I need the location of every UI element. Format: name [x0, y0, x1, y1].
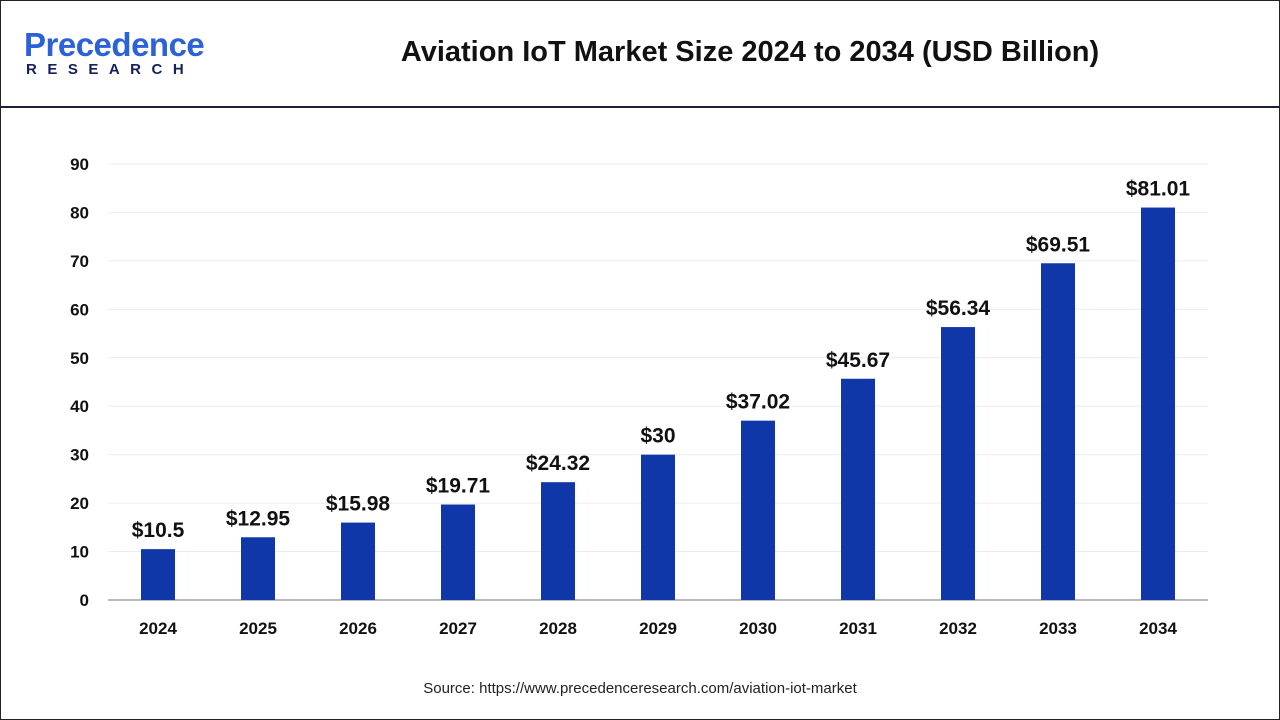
y-tick-label: 30: [70, 446, 89, 465]
x-tick-label: 2028: [539, 619, 577, 638]
data-label: $69.51: [1026, 233, 1091, 256]
data-label: $12.95: [226, 507, 291, 530]
data-label: $15.98: [326, 493, 391, 516]
header: Precedence RESEARCH Aviation IoT Market …: [0, 0, 1280, 108]
data-label: $37.02: [726, 391, 790, 414]
data-label: $24.32: [526, 452, 590, 475]
source-text: Source: https://www.precedenceresearch.c…: [423, 680, 857, 697]
bar-2028: [541, 482, 575, 600]
data-label: $81.01: [1126, 178, 1191, 201]
y-tick-label: 90: [70, 155, 89, 174]
x-tick-label: 2033: [1039, 619, 1077, 638]
bar-2026: [341, 522, 375, 600]
data-label: $45.67: [826, 349, 890, 372]
x-tick-label: 2031: [839, 619, 877, 638]
y-tick-label: 80: [70, 203, 89, 222]
bar-2031: [841, 378, 875, 600]
bar-2030: [741, 420, 775, 600]
x-tick-label: 2024: [139, 619, 177, 638]
x-tick-label: 2027: [439, 619, 477, 638]
bar-2034: [1141, 207, 1175, 600]
logo-text-bottom: RESEARCH: [26, 61, 195, 78]
y-tick-label: 50: [70, 349, 89, 368]
x-tick-label: 2026: [339, 619, 377, 638]
y-tick-label: 70: [70, 252, 89, 271]
bar-2033: [1041, 263, 1075, 600]
x-tick-label: 2030: [739, 619, 777, 638]
y-tick-label: 10: [70, 543, 89, 562]
bar-2027: [441, 504, 475, 600]
bar-2029: [641, 454, 675, 600]
logo-text-top: Precedence: [24, 26, 205, 63]
x-tick-label: 2029: [639, 619, 677, 638]
data-label: $56.34: [926, 297, 991, 320]
data-label: $19.71: [426, 475, 491, 498]
precedence-research-logo: Precedence RESEARCH: [24, 26, 205, 78]
y-tick-label: 20: [70, 494, 89, 513]
data-label: $30: [640, 425, 675, 448]
bar-2024: [141, 549, 175, 600]
y-tick-label: 0: [80, 591, 89, 610]
x-tick-label: 2032: [939, 619, 977, 638]
chart-title: Aviation IoT Market Size 2024 to 2034 (U…: [400, 36, 1100, 68]
y-tick-label: 40: [70, 397, 89, 416]
y-tick-label: 60: [70, 300, 89, 319]
x-tick-label: 2025: [239, 619, 277, 638]
data-label: $10.5: [132, 519, 185, 542]
x-tick-label: 2034: [1139, 619, 1177, 638]
bar-2025: [241, 537, 275, 600]
bar-2032: [941, 327, 975, 600]
